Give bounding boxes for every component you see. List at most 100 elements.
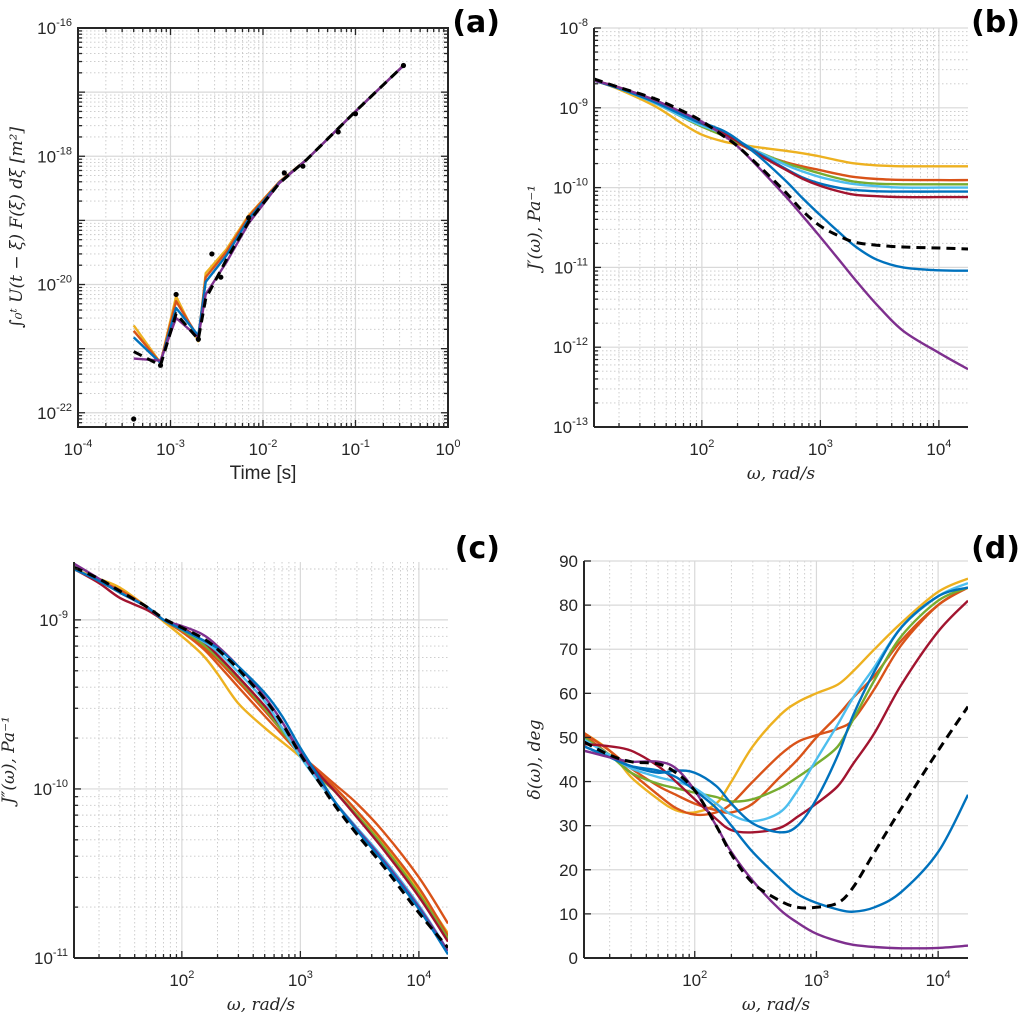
series-line-orange-2 (584, 586, 968, 814)
x-tick-label: 102 (689, 438, 714, 459)
panel-label: (a) (452, 5, 500, 40)
plot-area (584, 577, 968, 950)
grid (594, 27, 968, 428)
x-tick-label: 100 (435, 438, 460, 459)
x-tick-label: 10-2 (249, 438, 278, 459)
data-point (209, 251, 215, 257)
y-axis-title: J′(ω), Pa⁻¹ (525, 185, 545, 273)
y-axis-title: J″(ω), Pa⁻¹ (0, 716, 19, 807)
x-tick-label: 103 (804, 969, 829, 990)
x-axis-title: ω, rad/s (227, 995, 296, 1015)
x-tick-label: 10-4 (64, 438, 93, 459)
panel-a: 10-4 10-3 10-2 10-1 100 10-22 10-20 10-18 10-16 T… (7, 5, 500, 484)
data-point (400, 62, 407, 69)
y-tick-label: 10-9 (559, 97, 588, 118)
series-line-model (74, 565, 448, 949)
series-line-blue-2 (584, 586, 968, 834)
y-tick-label: 10-13 (553, 416, 588, 437)
series-line-green (74, 567, 448, 940)
data-point (157, 362, 164, 368)
plot-area (74, 562, 448, 956)
y-tick-label: 60 (559, 684, 578, 703)
grid (584, 560, 968, 959)
y-tick-label: 90 (559, 552, 578, 571)
x-tick-label: 10-3 (156, 438, 185, 459)
series-line-orange-2 (74, 567, 448, 937)
y-axis-title: ∫₀ᵗ U(t − ξ) F(ξ) dξ [m²] (7, 127, 27, 329)
grid (77, 27, 449, 428)
series-line-model (584, 705, 968, 910)
series-line-green (584, 586, 968, 803)
series-line-blue (584, 745, 968, 913)
series-line-lightblue (74, 567, 448, 952)
axes: 102 103 104 10-11 10-10 10-9 (33, 562, 448, 990)
series-line-model (594, 77, 968, 251)
data-point (300, 163, 306, 169)
data-point (335, 129, 341, 135)
series-line-purple (584, 749, 968, 950)
grid (74, 562, 448, 959)
axes: 102 103 104 10-13 10-12 10-11 10-10 10-9 10-8 (553, 17, 968, 459)
series-line-orange-1 (584, 586, 968, 817)
data-point (195, 336, 201, 342)
x-tick-label: 104 (926, 438, 951, 459)
series-line-blue (594, 79, 968, 272)
data-point (131, 416, 137, 422)
axes: 102 103 104 0 10 20 30 40 50 60 70 80 90 (559, 552, 968, 990)
series-line-purple (594, 79, 968, 371)
x-tick-label: 10-1 (341, 438, 370, 459)
plot-area (131, 62, 407, 422)
y-tick-label: 10-10 (33, 778, 68, 799)
x-tick-label: 103 (288, 969, 313, 990)
data-point (218, 274, 224, 280)
x-tick-label: 102 (682, 969, 707, 990)
y-tick-label: 10-8 (559, 17, 588, 38)
series-line-lightblue (584, 581, 968, 823)
x-axis-title: ω, rad/s (747, 464, 816, 484)
panel-b: 102 103 104 10-13 10-12 10-11 10-10 10-9 10-8 ω, … (525, 5, 1020, 484)
x-tick-label: 102 (169, 969, 194, 990)
panel-label: (c) (455, 531, 500, 566)
data-point (246, 215, 252, 221)
y-tick-label: 30 (559, 817, 578, 836)
series-line-purple (74, 562, 448, 952)
y-tick-label: 10-11 (34, 947, 68, 968)
y-tick-label: 70 (559, 640, 578, 659)
panel-label: (d) (971, 531, 1020, 566)
y-tick-label: 10-11 (554, 256, 588, 277)
y-tick-label: 20 (559, 861, 578, 880)
y-tick-label: 10-16 (37, 17, 72, 38)
panel-c: 102 103 104 10-11 10-10 10-9 ω, rad/s J″(ω), Pa… (0, 531, 500, 1015)
x-tick-label: 104 (926, 969, 951, 990)
y-axis-title: δ(ω), deg (525, 719, 545, 799)
y-tick-label: 10-12 (553, 336, 588, 357)
y-tick-label: 10-10 (553, 177, 588, 198)
series-line-blue (74, 567, 448, 956)
y-tick-label: 10 (559, 905, 578, 924)
y-tick-label: 0 (569, 949, 578, 968)
series-line-darkred (74, 567, 448, 943)
series-line-model (133, 64, 405, 367)
y-tick-label: 10-20 (37, 274, 72, 295)
x-axis-title: ω, rad/s (742, 995, 811, 1015)
data-point (352, 111, 359, 117)
panel-d: 102 103 104 0 10 20 30 40 50 60 70 80 90 ω, rad/s δ(ω)… (525, 531, 1020, 1015)
series-line-lightblue (594, 79, 968, 189)
x-tick-label: 103 (808, 438, 833, 459)
plot-area (594, 77, 968, 371)
y-tick-label: 10-18 (37, 145, 72, 166)
series-line-yellow (584, 577, 968, 815)
axes: 10-4 10-3 10-2 10-1 100 10-22 10-20 10-18 10-16 (37, 17, 460, 459)
y-tick-label: 50 (559, 728, 578, 747)
panel-label: (b) (971, 5, 1020, 40)
series-line-yellow (594, 79, 968, 168)
x-tick-label: 104 (406, 969, 431, 990)
y-tick-label: 10-9 (39, 609, 68, 630)
y-tick-label: 40 (559, 773, 578, 792)
data-point (173, 291, 179, 298)
y-tick-label: 80 (559, 596, 578, 615)
y-tick-label: 10-22 (37, 402, 72, 423)
x-axis-title: Time [s] (230, 463, 297, 484)
data-point (281, 170, 287, 176)
